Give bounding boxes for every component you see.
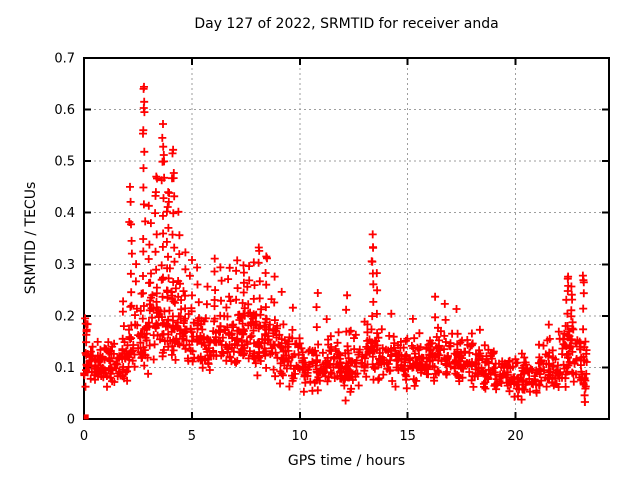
svg-text:0.6: 0.6 xyxy=(54,103,75,118)
scatter-points xyxy=(80,82,591,406)
y-axis-label: SRMTID / TECUs xyxy=(23,181,39,295)
svg-text:10: 10 xyxy=(292,429,309,444)
svg-text:0.2: 0.2 xyxy=(54,309,75,324)
svg-text:15: 15 xyxy=(399,429,416,444)
x-axis-label: GPS time / hours xyxy=(287,453,406,469)
svg-text:0: 0 xyxy=(67,413,75,428)
x-tick-labels: 0 5 10 15 20 xyxy=(80,429,524,444)
svg-text:0.4: 0.4 xyxy=(54,206,75,221)
svg-text:0.5: 0.5 xyxy=(54,155,75,170)
chart-title: Day 127 of 2022, SRMTID for receiver and… xyxy=(194,16,499,32)
y-tick-labels: 0 0.1 0.2 0.3 0.4 0.5 0.6 0.7 xyxy=(54,52,75,428)
plot-border xyxy=(83,57,610,420)
svg-text:0.7: 0.7 xyxy=(54,52,75,67)
origin-marker xyxy=(83,414,89,420)
svg-text:0.1: 0.1 xyxy=(54,361,75,376)
svg-text:0.3: 0.3 xyxy=(54,258,75,273)
svg-text:5: 5 xyxy=(188,429,196,444)
svg-text:20: 20 xyxy=(507,429,524,444)
svg-text:0: 0 xyxy=(80,429,88,444)
